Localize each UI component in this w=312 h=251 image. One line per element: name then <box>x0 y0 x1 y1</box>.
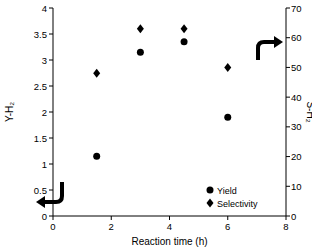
y2-tick-label: 70 <box>291 3 302 14</box>
y-tick-label: 3 <box>42 55 47 66</box>
y-tick <box>49 164 53 165</box>
y2-axis <box>286 8 287 216</box>
y-tick <box>49 112 53 113</box>
x-axis-title: Reaction time (h) <box>131 236 207 247</box>
x-tick <box>286 216 287 220</box>
chart-root: 0246800.511.522.533.54010203040506070Rea… <box>0 0 312 251</box>
y2-tick <box>286 37 290 38</box>
x-tick <box>227 216 228 220</box>
arrow-right-head <box>274 36 283 48</box>
legend-marker <box>207 187 214 194</box>
x-tick-label: 4 <box>167 221 172 232</box>
axis-arrows <box>36 36 283 208</box>
arrow-right-shaft <box>258 42 275 60</box>
y-tick-label: 2 <box>42 107 47 118</box>
x-tick <box>53 216 54 220</box>
y2-tick-label: 60 <box>291 32 302 43</box>
y-tick-label: 2.5 <box>34 81 47 92</box>
legend-label: Selectivity <box>217 199 258 209</box>
diamond-point <box>137 24 144 33</box>
y-tick <box>49 190 53 191</box>
circle-point <box>224 114 231 121</box>
y-tick <box>49 86 53 87</box>
y2-tick <box>286 67 290 68</box>
y-tick <box>49 216 53 217</box>
y2-tick-label: 10 <box>291 181 302 192</box>
arrow-left-head <box>36 196 45 208</box>
y-tick-label: 4 <box>42 3 47 14</box>
arrow-left-shaft <box>44 182 62 202</box>
y2-tick <box>286 8 290 9</box>
y-tick <box>49 34 53 35</box>
y2-tick <box>286 216 290 217</box>
x-tick <box>169 216 170 220</box>
diamond-point <box>224 63 231 72</box>
y2-tick-label: 20 <box>291 151 302 162</box>
chart-svg: 0246800.511.522.533.54010203040506070Rea… <box>0 0 312 251</box>
x-tick-label: 6 <box>225 221 230 232</box>
x-tick-label: 0 <box>50 221 55 232</box>
y-tick <box>49 138 53 139</box>
y-tick-label: 1.5 <box>34 133 47 144</box>
y2-tick-label: 30 <box>291 121 302 132</box>
y2-tick-label: 0 <box>291 211 296 222</box>
circle-point <box>181 38 188 45</box>
legend: Yield Selectivity <box>207 186 259 209</box>
y-axis-title: Y-H₂ <box>4 102 15 122</box>
x-tick-label: 8 <box>283 221 288 232</box>
circle-point <box>137 49 144 56</box>
y2-tick <box>286 97 290 98</box>
y-tick-label: 3.5 <box>34 29 47 40</box>
y2-tick <box>286 186 290 187</box>
y-tick-label: 0.5 <box>34 185 47 196</box>
diamond-point <box>93 69 100 78</box>
y-tick-label: 0 <box>42 211 47 222</box>
y-tick <box>49 60 53 61</box>
y2-tick-label: 50 <box>291 62 302 73</box>
y-tick <box>49 8 53 9</box>
x-tick-label: 2 <box>109 221 114 232</box>
legend-label: Yield <box>217 186 237 196</box>
y-tick-label: 1 <box>42 159 47 170</box>
plot-marks <box>93 24 231 159</box>
y2-tick <box>286 126 290 127</box>
legend-marker <box>207 199 214 208</box>
y2-tick-label: 40 <box>291 92 302 103</box>
x-tick <box>111 216 112 220</box>
y2-axis-title: S-H₂ <box>305 101 312 122</box>
y2-tick <box>286 156 290 157</box>
diamond-point <box>181 24 188 33</box>
circle-point <box>93 153 100 160</box>
